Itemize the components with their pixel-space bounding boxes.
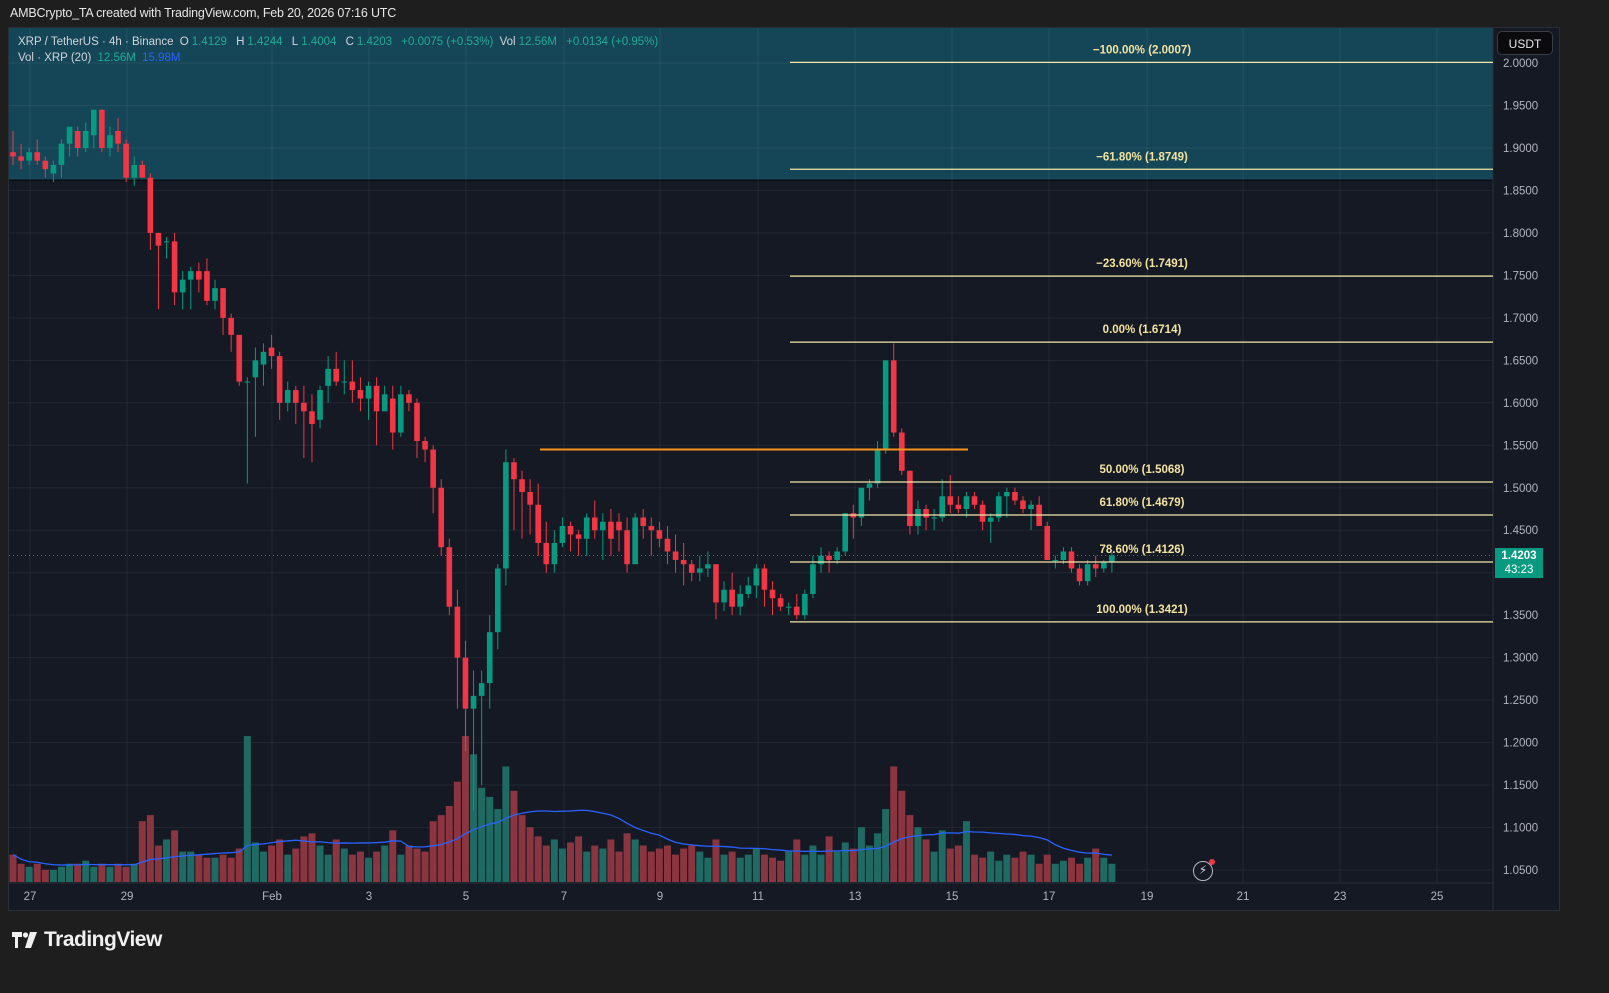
time-axis-label: 11 xyxy=(752,891,764,903)
volume-indicator-row: Vol · XRP (20) 12.56M 15.98M xyxy=(18,50,661,66)
price-axis-label: 1.9500 xyxy=(1503,100,1538,112)
volume-change-value: +0.0134 (+0.95%) xyxy=(566,36,659,48)
fib-level-label: 100.00% (1.3421) xyxy=(1096,604,1188,616)
price-axis-label: 1.1000 xyxy=(1503,823,1538,835)
notification-dot xyxy=(1209,859,1215,865)
currency-button[interactable]: USDT xyxy=(1497,31,1553,55)
price-axis-label: 1.4500 xyxy=(1503,525,1538,537)
time-axis-label: 5 xyxy=(463,891,469,903)
price-axis-label: 1.8000 xyxy=(1503,228,1538,240)
price-axis-label: 1.3500 xyxy=(1503,610,1538,622)
high-value: 1.4244 xyxy=(247,36,283,48)
volume-ma-line xyxy=(12,809,1112,866)
replay-button[interactable]: ⚡ xyxy=(1193,859,1215,881)
price-axis-label: 1.5500 xyxy=(1503,440,1538,452)
price-axis-label: 1.2000 xyxy=(1503,738,1538,750)
price-axis-label: 1.3000 xyxy=(1503,653,1538,665)
time-axis-label: 13 xyxy=(849,891,862,903)
price-axis-label: 1.8500 xyxy=(1503,185,1538,197)
tv-logo-icon xyxy=(12,932,37,948)
price-axis-label: 1.6000 xyxy=(1503,398,1538,410)
time-axis-label: 3 xyxy=(366,891,372,903)
fib-retracement[interactable]: −100.00% (2.0007) −61.80% (1.8749) −23.60%… xyxy=(790,44,1493,623)
candlesticks xyxy=(10,109,1115,811)
fib-level-label: −100.00% (2.0007) xyxy=(1093,44,1191,56)
symbol-label[interactable]: XRP / TetherUS · 4h · Binance xyxy=(18,36,174,48)
volume-indicator-label[interactable]: Vol · XRP (20) xyxy=(18,52,92,64)
price-axis-label: 1.2500 xyxy=(1503,695,1538,707)
fib-level-label: −23.60% (1.7491) xyxy=(1096,258,1188,270)
resistance-zone xyxy=(9,28,1493,181)
fib-level-label: 50.00% (1.5068) xyxy=(1099,464,1184,476)
time-axis-label: 25 xyxy=(1431,891,1444,903)
time-axis-label: 9 xyxy=(657,891,663,903)
last-price-tag: 1.4203 43:23 xyxy=(1495,548,1543,578)
price-axis-label: 1.1500 xyxy=(1503,780,1538,792)
time-axis-label: 17 xyxy=(1043,891,1056,903)
volume-value: 12.56M xyxy=(518,36,557,48)
price-axis-label: 1.5000 xyxy=(1503,483,1538,495)
time-axis-label: 7 xyxy=(561,891,567,903)
time-axis-label: 27 xyxy=(24,891,37,903)
brand-name: TradingView xyxy=(44,928,162,951)
change-value: +0.0075 (+0.53%) xyxy=(401,36,494,48)
attribution-text: AMBCrypto_TA created with TradingView.co… xyxy=(10,6,397,20)
low-value: 1.4004 xyxy=(301,36,337,48)
lightning-icon: ⚡ xyxy=(1198,863,1208,877)
last-price-value: 1.4203 xyxy=(1501,550,1537,562)
price-axis-label: 1.7500 xyxy=(1503,270,1538,282)
time-axis-label: 29 xyxy=(121,891,134,903)
time-axis-label: 15 xyxy=(946,891,959,903)
volume-indicator-value: 12.56M xyxy=(97,52,136,64)
fib-level-label: −61.80% (1.8749) xyxy=(1096,151,1188,163)
fib-level-label: 78.60% (1.4126) xyxy=(1099,544,1184,556)
bar-countdown: 43:23 xyxy=(1504,564,1534,576)
time-axis-label: 21 xyxy=(1237,891,1250,903)
price-axis-label: 1.9000 xyxy=(1503,143,1538,155)
time-axis-label: 23 xyxy=(1334,891,1347,903)
price-axis-label: 1.6500 xyxy=(1503,355,1538,367)
volume-bars xyxy=(9,736,1116,882)
tradingview-logo: TradingView xyxy=(12,928,162,952)
price-axis-label: 2.0000 xyxy=(1503,58,1538,70)
close-value: 1.4203 xyxy=(356,36,393,48)
price-axis-label: 1.0500 xyxy=(1503,865,1538,877)
volume-ma-value: 15.98M xyxy=(142,52,181,64)
time-axis-label: 19 xyxy=(1141,891,1154,903)
fib-level-label: 0.00% (1.6714) xyxy=(1103,324,1182,336)
time-axis-label: Feb xyxy=(262,891,282,903)
fib-level-label: 61.80% (1.4679) xyxy=(1099,497,1184,509)
open-value: 1.4129 xyxy=(191,36,227,48)
price-axis-label: 1.7000 xyxy=(1503,313,1538,325)
